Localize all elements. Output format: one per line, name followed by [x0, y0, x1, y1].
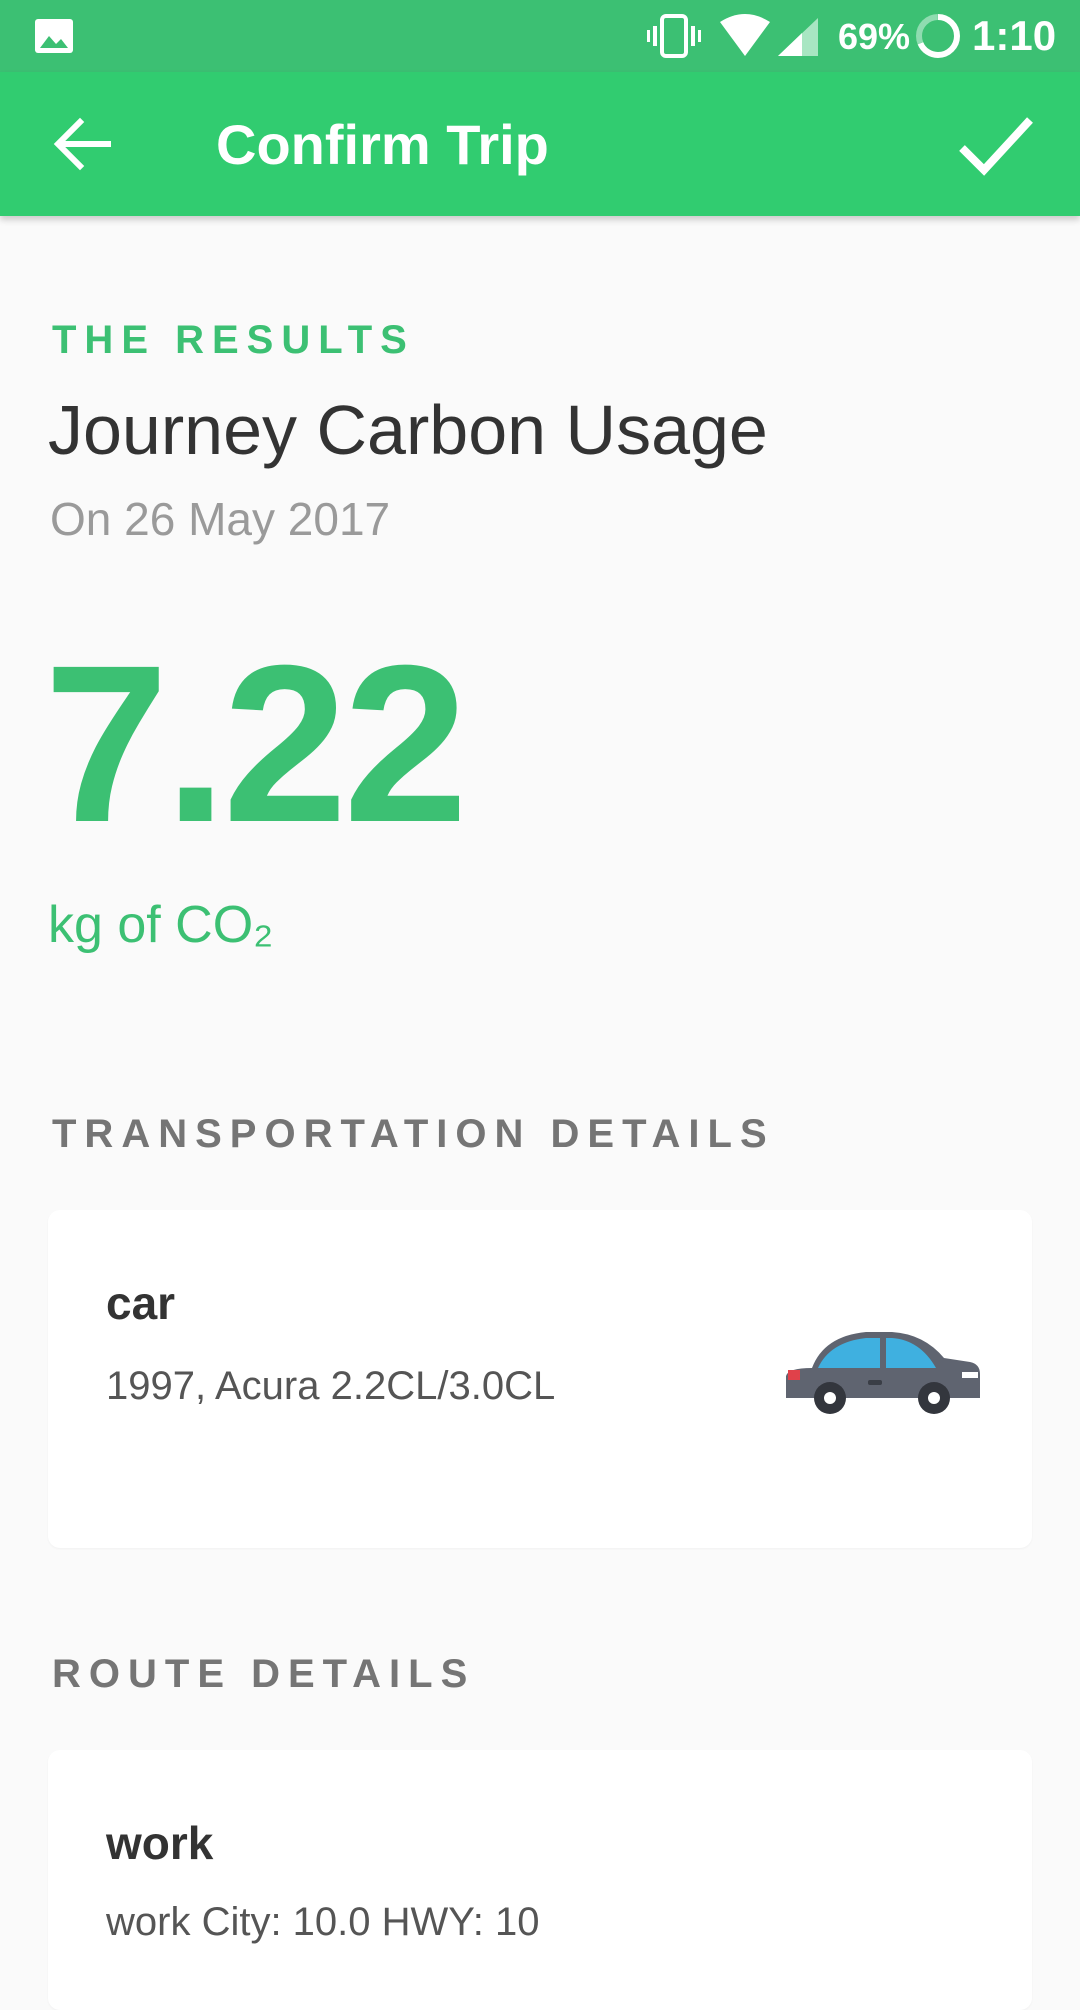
status-bar: 69% 1:10	[0, 0, 1080, 72]
results-eyebrow: THE RESULTS	[52, 318, 415, 362]
wifi-icon	[720, 14, 770, 56]
route-section-title: ROUTE DETAILS	[52, 1652, 476, 1696]
app-bar: Confirm Trip	[0, 72, 1080, 216]
battery-icon	[916, 14, 960, 58]
cell-signal-icon	[778, 18, 818, 56]
transport-mode: car	[106, 1277, 176, 1329]
results-heading: Journey Carbon Usage	[48, 391, 768, 469]
route-card[interactable]: work work City: 10.0 HWY: 10	[48, 1750, 1032, 2010]
clock: 1:10	[972, 12, 1057, 59]
results-date: On 26 May 2017	[50, 493, 391, 545]
vibrate-icon	[647, 14, 701, 58]
page-title: Confirm Trip	[216, 113, 549, 176]
vehicle-description: 1997, Acura 2.2CL/3.0CL	[106, 1364, 556, 1408]
image-notification-icon	[35, 19, 73, 53]
confirm-check-icon[interactable]	[958, 114, 1034, 176]
transportation-card[interactable]: car 1997, Acura 2.2CL/3.0CL	[48, 1210, 1032, 1548]
car-icon	[786, 1332, 980, 1414]
back-arrow-icon[interactable]	[52, 116, 112, 172]
carbon-value: 7.22	[44, 619, 468, 869]
route-name: work	[106, 1817, 214, 1869]
battery-percent: 69%	[838, 16, 911, 57]
carbon-unit: kg of CO₂	[48, 896, 274, 954]
route-detail: work City: 10.0 HWY: 10	[106, 1900, 540, 1944]
transportation-section-title: TRANSPORTATION DETAILS	[52, 1112, 775, 1156]
